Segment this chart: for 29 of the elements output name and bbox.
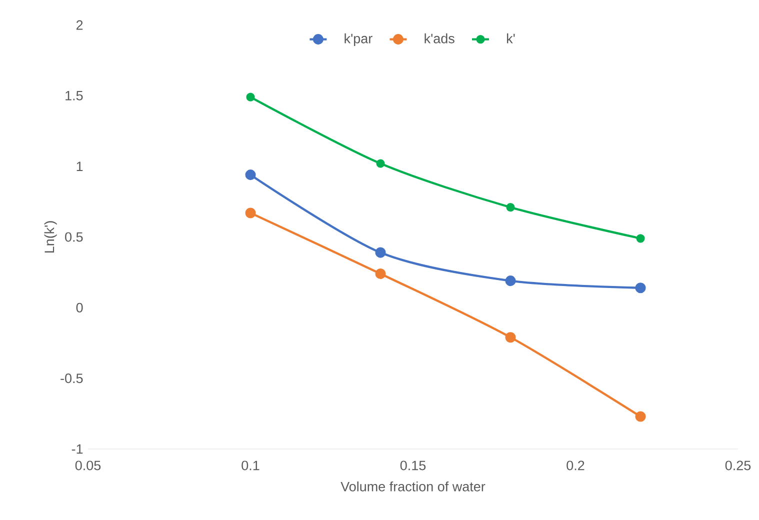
- point: [246, 92, 255, 102]
- y-tick-label: 2: [76, 20, 83, 30]
- point: [635, 282, 646, 294]
- y-tick-label: -0.5: [60, 374, 83, 384]
- point: [245, 208, 256, 218]
- x-axis-title: Volume fraction of water: [340, 481, 486, 492]
- y-tick-label: 0: [76, 302, 83, 312]
- point: [636, 234, 645, 243]
- point: [505, 276, 516, 286]
- x-tick-label: 0.15: [400, 460, 426, 470]
- y-tick-label: 0.5: [65, 232, 83, 242]
- y-tick-label: 1.5: [66, 90, 83, 100]
- x-tick-label: 0.25: [725, 460, 751, 470]
- point: [505, 332, 516, 343]
- legend-label: k': [506, 33, 515, 44]
- y-tick-label: 1: [76, 162, 83, 171]
- point: [375, 268, 386, 280]
- legend-label: k'par: [344, 33, 372, 46]
- y-axis-title: Ln(k'): [44, 221, 57, 253]
- point: [635, 411, 646, 422]
- y-tick-label: -1: [72, 444, 83, 454]
- point: [375, 247, 386, 258]
- x-tick-label: 0.2: [566, 460, 584, 470]
- point: [245, 170, 256, 180]
- point: [506, 203, 515, 212]
- x-tick-label: 0.05: [75, 460, 101, 470]
- point: [376, 159, 385, 168]
- legend-label: k'ads: [424, 33, 454, 44]
- x-tick-label: 0.1: [242, 460, 260, 470]
